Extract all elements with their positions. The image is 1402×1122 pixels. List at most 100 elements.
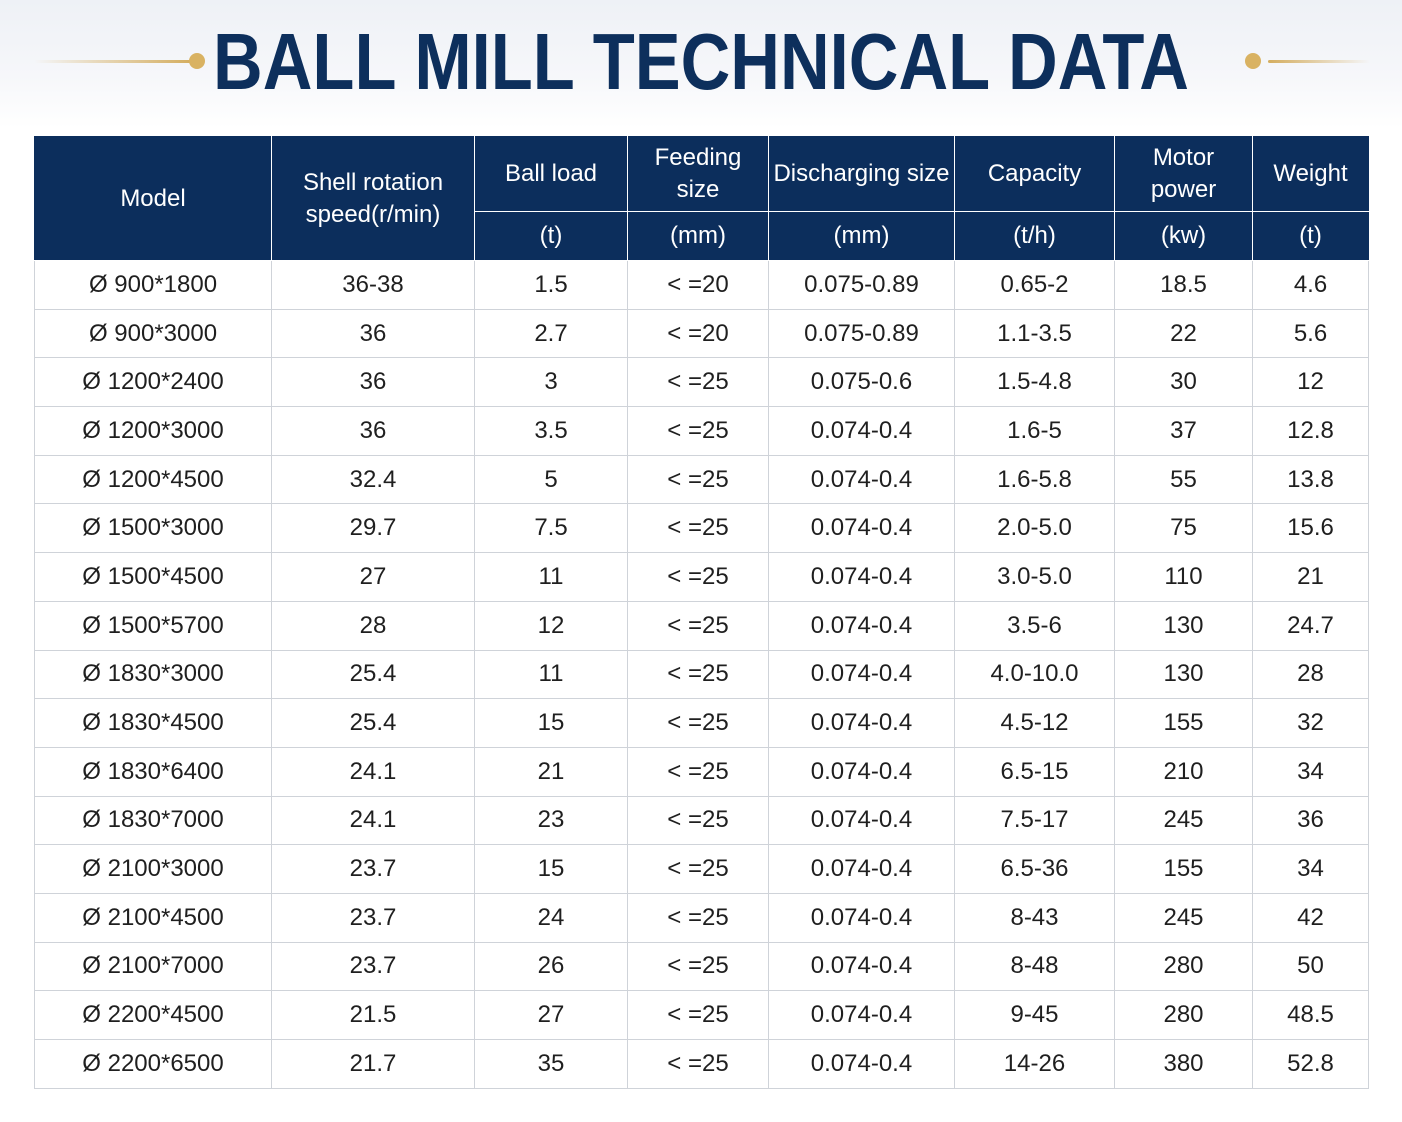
cell-capacity: 1.6-5 [954,406,1115,456]
cell-weight: 32 [1252,698,1369,748]
cell-ball-load: 3 [474,357,628,408]
cell-feeding-size: < =25 [627,454,769,505]
cell-model: Ø 900*1800 [34,260,272,310]
header-unit-weight: (t) [1252,211,1369,261]
cell-capacity: 14-26 [954,1039,1115,1089]
table-row: Ø 2100*4500 23.7 24 < =25 0.074-0.4 8-43 245 42 [34,892,1369,943]
cell-shell-rotation-speed: 23.7 [271,941,475,992]
cell-capacity: 1.1-3.5 [954,308,1115,359]
cell-feeding-size: < =25 [627,698,769,748]
cell-motor-power: 280 [1114,990,1253,1040]
cell-discharging-size: 0.075-0.89 [768,308,955,359]
table-row: Ø 1200*4500 32.4 5 < =25 0.074-0.4 1.6-5.8 55 1… [34,454,1369,505]
cell-shell-rotation-speed: 29.7 [271,503,475,554]
cell-model: Ø 1830*4500 [34,698,272,748]
cell-feeding-size: < =25 [627,844,769,894]
cell-model: Ø 1500*4500 [34,552,272,602]
cell-model: Ø 1200*3000 [34,406,272,456]
table-row: Ø 900*3000 36 2.7 < =20 0.075-0.89 1.1-3.5 22 5… [34,308,1369,359]
cell-model: Ø 1500*3000 [34,503,272,554]
header-unit-feeding-size: (mm) [627,211,769,261]
cell-shell-rotation-speed: 36-38 [271,260,475,310]
cell-ball-load: 7.5 [474,503,628,554]
table-row: Ø 2100*7000 23.7 26 < =25 0.074-0.4 8-48 280 50 [34,941,1369,992]
table-row: Ø 1830*3000 25.4 11 < =25 0.074-0.4 4.0-10.0 1… [34,649,1369,700]
cell-weight: 15.6 [1252,503,1369,554]
table-row: Ø 1830*7000 24.1 23 < =25 0.074-0.4 7.5-17 245… [34,795,1369,846]
title-decoration-dot-right [1245,53,1261,69]
table-row: Ø 1500*3000 29.7 7.5 < =25 0.074-0.4 2.0-5.0 7… [34,503,1369,554]
cell-model: Ø 2100*4500 [34,892,272,943]
cell-discharging-size: 0.075-0.89 [768,260,955,310]
cell-model: Ø 1200*2400 [34,357,272,408]
cell-shell-rotation-speed: 36 [271,406,475,456]
header-unit-motor-power: (kw) [1114,211,1253,261]
cell-ball-load: 27 [474,990,628,1040]
cell-feeding-size: < =25 [627,406,769,456]
header-unit-discharging-size: (mm) [768,211,955,261]
cell-discharging-size: 0.074-0.4 [768,844,955,894]
cell-model: Ø 1500*5700 [34,600,272,651]
cell-ball-load: 12 [474,600,628,651]
table-row: Ø 1830*4500 25.4 15 < =25 0.074-0.4 4.5-12 155… [34,698,1369,748]
header-unit-ball-load: (t) [474,211,628,261]
cell-weight: 13.8 [1252,454,1369,505]
table-row: Ø 2100*3000 23.7 15 < =25 0.074-0.4 6.5-36 155… [34,844,1369,894]
table-row: Ø 2200*6500 21.7 35 < =25 0.074-0.4 14-26 380 5… [34,1039,1369,1089]
cell-capacity: 6.5-36 [954,844,1115,894]
header-feeding-size: Feeding size [627,136,769,212]
cell-discharging-size: 0.074-0.4 [768,892,955,943]
cell-discharging-size: 0.074-0.4 [768,649,955,700]
cell-shell-rotation-speed: 24.1 [271,746,475,797]
cell-ball-load: 35 [474,1039,628,1089]
cell-motor-power: 245 [1114,795,1253,846]
page-title: BALL MILL TECHNICAL DATA [213,17,1189,106]
cell-model: Ø 2100*3000 [34,844,272,894]
cell-ball-load: 15 [474,844,628,894]
cell-ball-load: 23 [474,795,628,846]
cell-model: Ø 1830*3000 [34,649,272,700]
cell-shell-rotation-speed: 27 [271,552,475,602]
header-unit-capacity: (t/h) [954,211,1115,261]
title-band [0,0,1402,128]
cell-weight: 48.5 [1252,990,1369,1040]
cell-weight: 52.8 [1252,1039,1369,1089]
cell-weight: 24.7 [1252,600,1369,651]
cell-weight: 5.6 [1252,308,1369,359]
title-decoration-line-left [34,60,192,63]
cell-shell-rotation-speed: 32.4 [271,454,475,505]
table-row: Ø 900*1800 36-38 1.5 < =20 0.075-0.89 0.65-2 1… [34,260,1369,310]
header-model: Model [34,136,272,261]
table-header: Model Shell rotation speed(r/min) Ball l… [34,136,1369,261]
cell-discharging-size: 0.074-0.4 [768,600,955,651]
cell-capacity: 4.5-12 [954,698,1115,748]
cell-ball-load: 3.5 [474,406,628,456]
cell-capacity: 9-45 [954,990,1115,1040]
cell-weight: 12 [1252,357,1369,408]
table-row: Ø 1200*2400 36 3 < =25 0.075-0.6 1.5-4.8 30 12 [34,357,1369,408]
cell-motor-power: 30 [1114,357,1253,408]
cell-model: Ø 900*3000 [34,308,272,359]
header-discharging-size: Discharging size [768,136,955,212]
cell-motor-power: 380 [1114,1039,1253,1089]
cell-feeding-size: < =20 [627,308,769,359]
cell-motor-power: 18.5 [1114,260,1253,310]
cell-shell-rotation-speed: 25.4 [271,649,475,700]
cell-weight: 42 [1252,892,1369,943]
cell-capacity: 1.5-4.8 [954,357,1115,408]
cell-feeding-size: < =25 [627,503,769,554]
cell-shell-rotation-speed: 21.5 [271,990,475,1040]
cell-feeding-size: < =25 [627,552,769,602]
cell-motor-power: 37 [1114,406,1253,456]
header-weight: Weight [1252,136,1369,212]
cell-model: Ø 1830*6400 [34,746,272,797]
cell-feeding-size: < =25 [627,357,769,408]
cell-capacity: 4.0-10.0 [954,649,1115,700]
cell-weight: 50 [1252,941,1369,992]
cell-discharging-size: 0.074-0.4 [768,941,955,992]
cell-discharging-size: 0.074-0.4 [768,503,955,554]
cell-feeding-size: < =25 [627,892,769,943]
cell-ball-load: 2.7 [474,308,628,359]
cell-weight: 36 [1252,795,1369,846]
table-row: Ø 1200*3000 36 3.5 < =25 0.074-0.4 1.6-5 37 12.… [34,406,1369,456]
